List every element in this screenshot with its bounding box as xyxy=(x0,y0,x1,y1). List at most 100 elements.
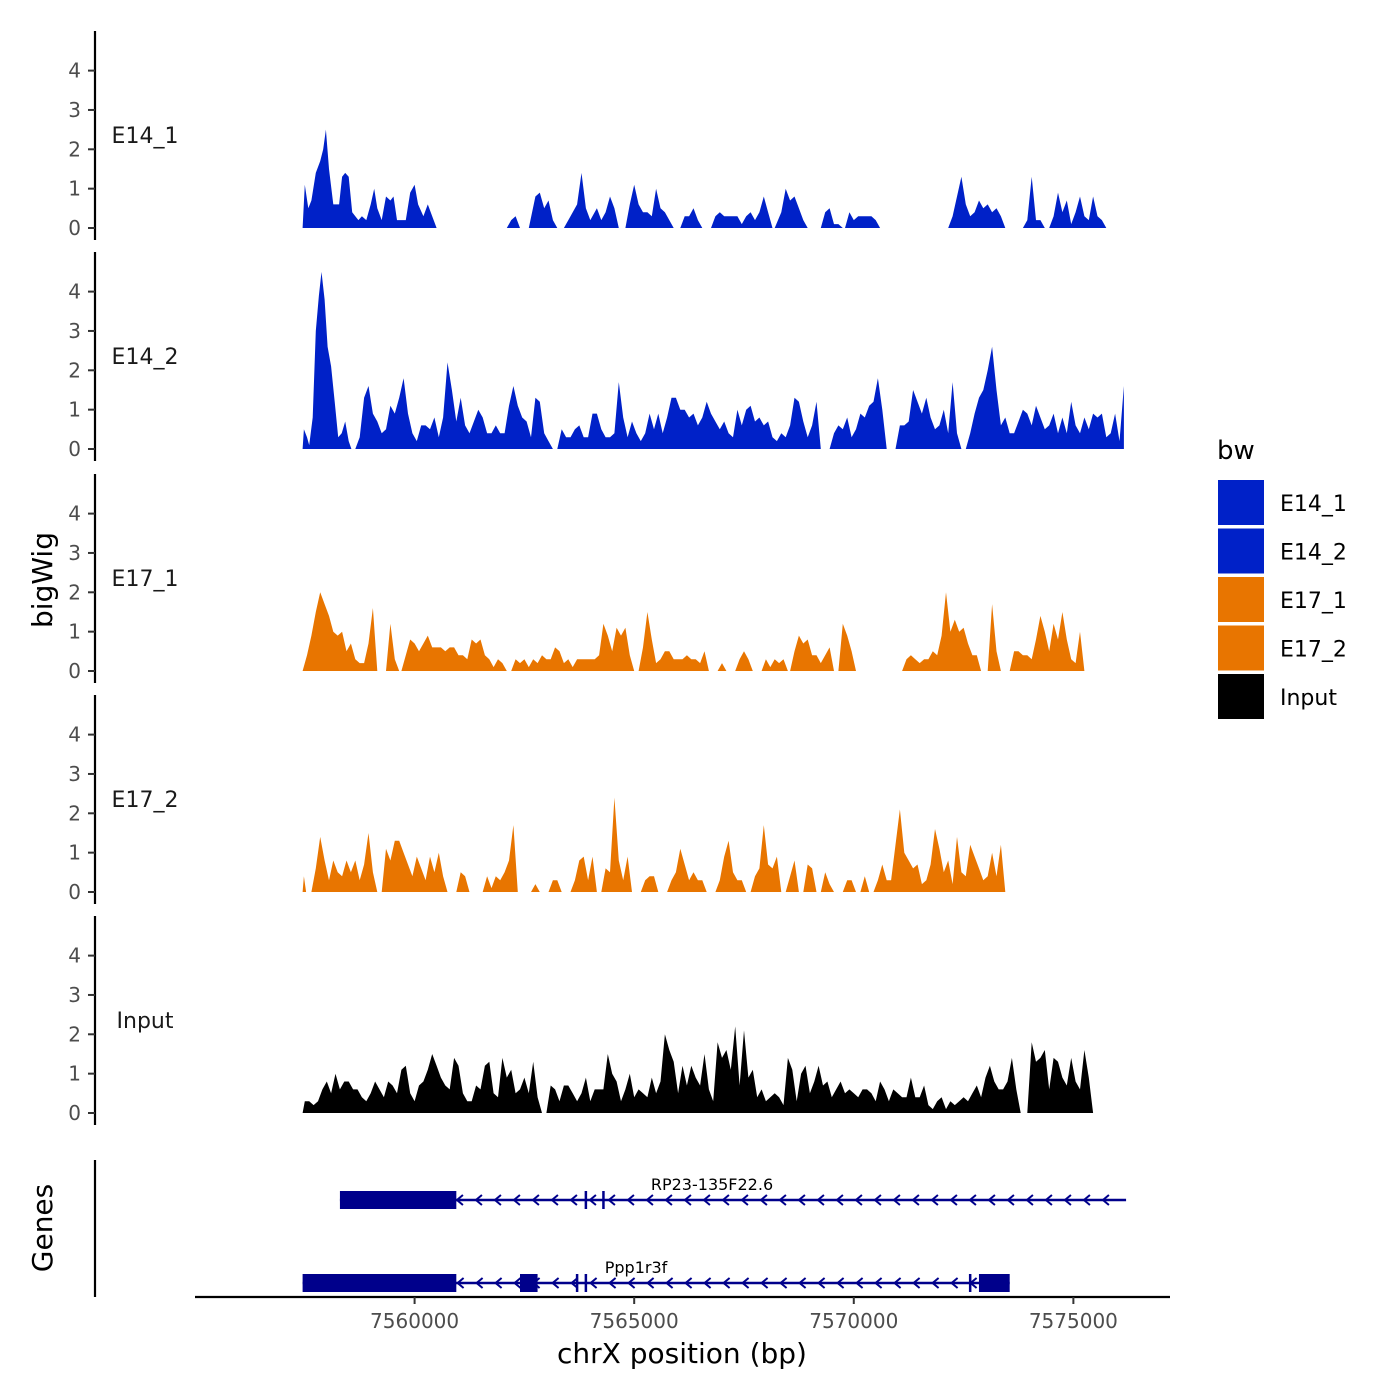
y-tick-label: 1 xyxy=(68,1062,81,1086)
y-tick-label: 0 xyxy=(68,880,81,904)
y-tick-label: 3 xyxy=(68,762,81,786)
strand-arrow xyxy=(873,1194,882,1206)
signal-area-e14_1 xyxy=(302,129,1107,228)
strand-arrow xyxy=(703,1277,712,1289)
legend-entry-e14_1: E14_1 xyxy=(1218,480,1347,525)
strand-arrow xyxy=(1044,1194,1053,1206)
y-tick-label: 1 xyxy=(68,398,81,422)
genes-axis-title: Genes xyxy=(26,1184,59,1272)
y-tick-label: 3 xyxy=(68,98,81,122)
y-tick-label: 0 xyxy=(68,216,81,240)
strand-arrow xyxy=(588,1194,597,1206)
strand-arrow xyxy=(665,1277,674,1289)
strand-arrow xyxy=(589,1277,598,1289)
track-label: E17_1 xyxy=(112,567,179,592)
signal-area-e14_2 xyxy=(302,271,1124,449)
track-label: Input xyxy=(117,1009,174,1034)
strand-arrow xyxy=(474,1194,483,1206)
strand-arrow xyxy=(1025,1194,1034,1206)
strand-arrow xyxy=(1063,1194,1072,1206)
track-label: E14_2 xyxy=(112,345,179,370)
strand-arrow xyxy=(551,1277,560,1289)
strand-arrow xyxy=(664,1194,673,1206)
gene-exon xyxy=(520,1274,538,1292)
y-tick-label: 3 xyxy=(68,541,81,565)
y-tick-label: 0 xyxy=(68,437,81,461)
strand-arrow xyxy=(456,1277,465,1289)
strand-arrow xyxy=(759,1194,768,1206)
strand-arrow xyxy=(531,1194,540,1206)
legend-swatch xyxy=(1218,480,1264,525)
strand-arrow xyxy=(949,1194,958,1206)
y-tick-label: 1 xyxy=(68,841,81,865)
track-e14_2: 0 1 2 3 4 E14_2 xyxy=(68,252,1124,461)
strand-arrow xyxy=(645,1194,654,1206)
strand-arrow xyxy=(550,1194,559,1206)
strand-arrow xyxy=(760,1277,769,1289)
strand-arrow xyxy=(741,1277,750,1289)
legend-label: E17_1 xyxy=(1280,589,1347,614)
y-tick-label: 4 xyxy=(68,59,81,83)
gene-exon xyxy=(978,1274,1010,1292)
track-e17_1: 0 1 2 3 4 E17_1 xyxy=(68,474,1085,683)
strand-arrow xyxy=(874,1277,883,1289)
y-tick-label: 2 xyxy=(68,801,81,825)
legend-entry-input: Input xyxy=(1218,674,1337,719)
x-axis: 7560000 7565000 7570000 7575000 xyxy=(195,1295,1170,1333)
legend-swatch xyxy=(1218,625,1264,671)
y-tick-label: 2 xyxy=(68,358,81,382)
track-input: 0 1 2 3 4 Input xyxy=(68,916,1094,1125)
legend-swatch xyxy=(1218,528,1264,574)
strand-arrow xyxy=(778,1194,787,1206)
strand-arrow xyxy=(702,1194,711,1206)
legend-label: Input xyxy=(1280,686,1337,711)
y-tick-label: 2 xyxy=(68,580,81,604)
signal-area-e17_2 xyxy=(302,797,1006,892)
strand-arrow xyxy=(855,1277,864,1289)
strand-arrow xyxy=(493,1194,502,1206)
signal-tracks: 0 1 2 3 4 E14_1 0 1 2 3 4 E14_2 0 1 2 3 4 E17_1 0 1 2 3 4 E17_2… xyxy=(68,31,1124,1125)
strand-arrow xyxy=(930,1194,939,1206)
strand-arrow xyxy=(1101,1194,1110,1206)
y-tick-label: 4 xyxy=(68,280,81,304)
strand-arrow xyxy=(684,1277,693,1289)
signal-area-input xyxy=(302,1026,1094,1113)
y-tick-label: 2 xyxy=(68,1022,81,1046)
strand-arrow xyxy=(817,1277,826,1289)
y-tick-label: 0 xyxy=(68,1101,81,1125)
y-tick-label: 4 xyxy=(68,723,81,747)
legend-entry-e17_1: E17_1 xyxy=(1218,577,1347,622)
legend: bw E14_1 E14_2 E17_1 E17_2 Input xyxy=(1217,436,1347,719)
y-tick-label: 1 xyxy=(68,177,81,201)
strand-arrow xyxy=(740,1194,749,1206)
gene-label: Ppp1r3f xyxy=(605,1258,668,1277)
strand-arrow xyxy=(627,1277,636,1289)
legend-swatch xyxy=(1218,674,1264,719)
y-axis-title: bigWig xyxy=(26,532,59,628)
y-tick-label: 4 xyxy=(68,944,81,968)
strand-arrow xyxy=(722,1277,731,1289)
strand-arrow xyxy=(836,1277,845,1289)
legend-entry-e14_2: E14_2 xyxy=(1218,528,1347,574)
strand-arrow xyxy=(512,1194,521,1206)
strand-arrow xyxy=(683,1194,692,1206)
strand-arrow xyxy=(987,1194,996,1206)
track-e14_1: 0 1 2 3 4 E14_1 xyxy=(68,31,1107,240)
strand-arrow xyxy=(494,1277,503,1289)
x-tick-label: 7560000 xyxy=(370,1309,459,1333)
strand-arrow xyxy=(779,1277,788,1289)
strand-arrow xyxy=(950,1277,959,1289)
strand-arrow xyxy=(1082,1194,1091,1206)
legend-title: bw xyxy=(1217,436,1255,466)
track-label: E17_2 xyxy=(112,788,179,813)
strand-arrow xyxy=(569,1194,578,1206)
legend-label: E17_2 xyxy=(1280,638,1347,663)
strand-arrow xyxy=(513,1277,522,1289)
strand-arrow xyxy=(607,1194,616,1206)
strand-arrow xyxy=(455,1194,464,1206)
track-label: E14_1 xyxy=(112,124,179,149)
strand-arrow xyxy=(968,1194,977,1206)
x-tick-label: 7570000 xyxy=(809,1309,898,1333)
strand-arrow xyxy=(721,1194,730,1206)
x-tick-label: 7565000 xyxy=(590,1309,679,1333)
